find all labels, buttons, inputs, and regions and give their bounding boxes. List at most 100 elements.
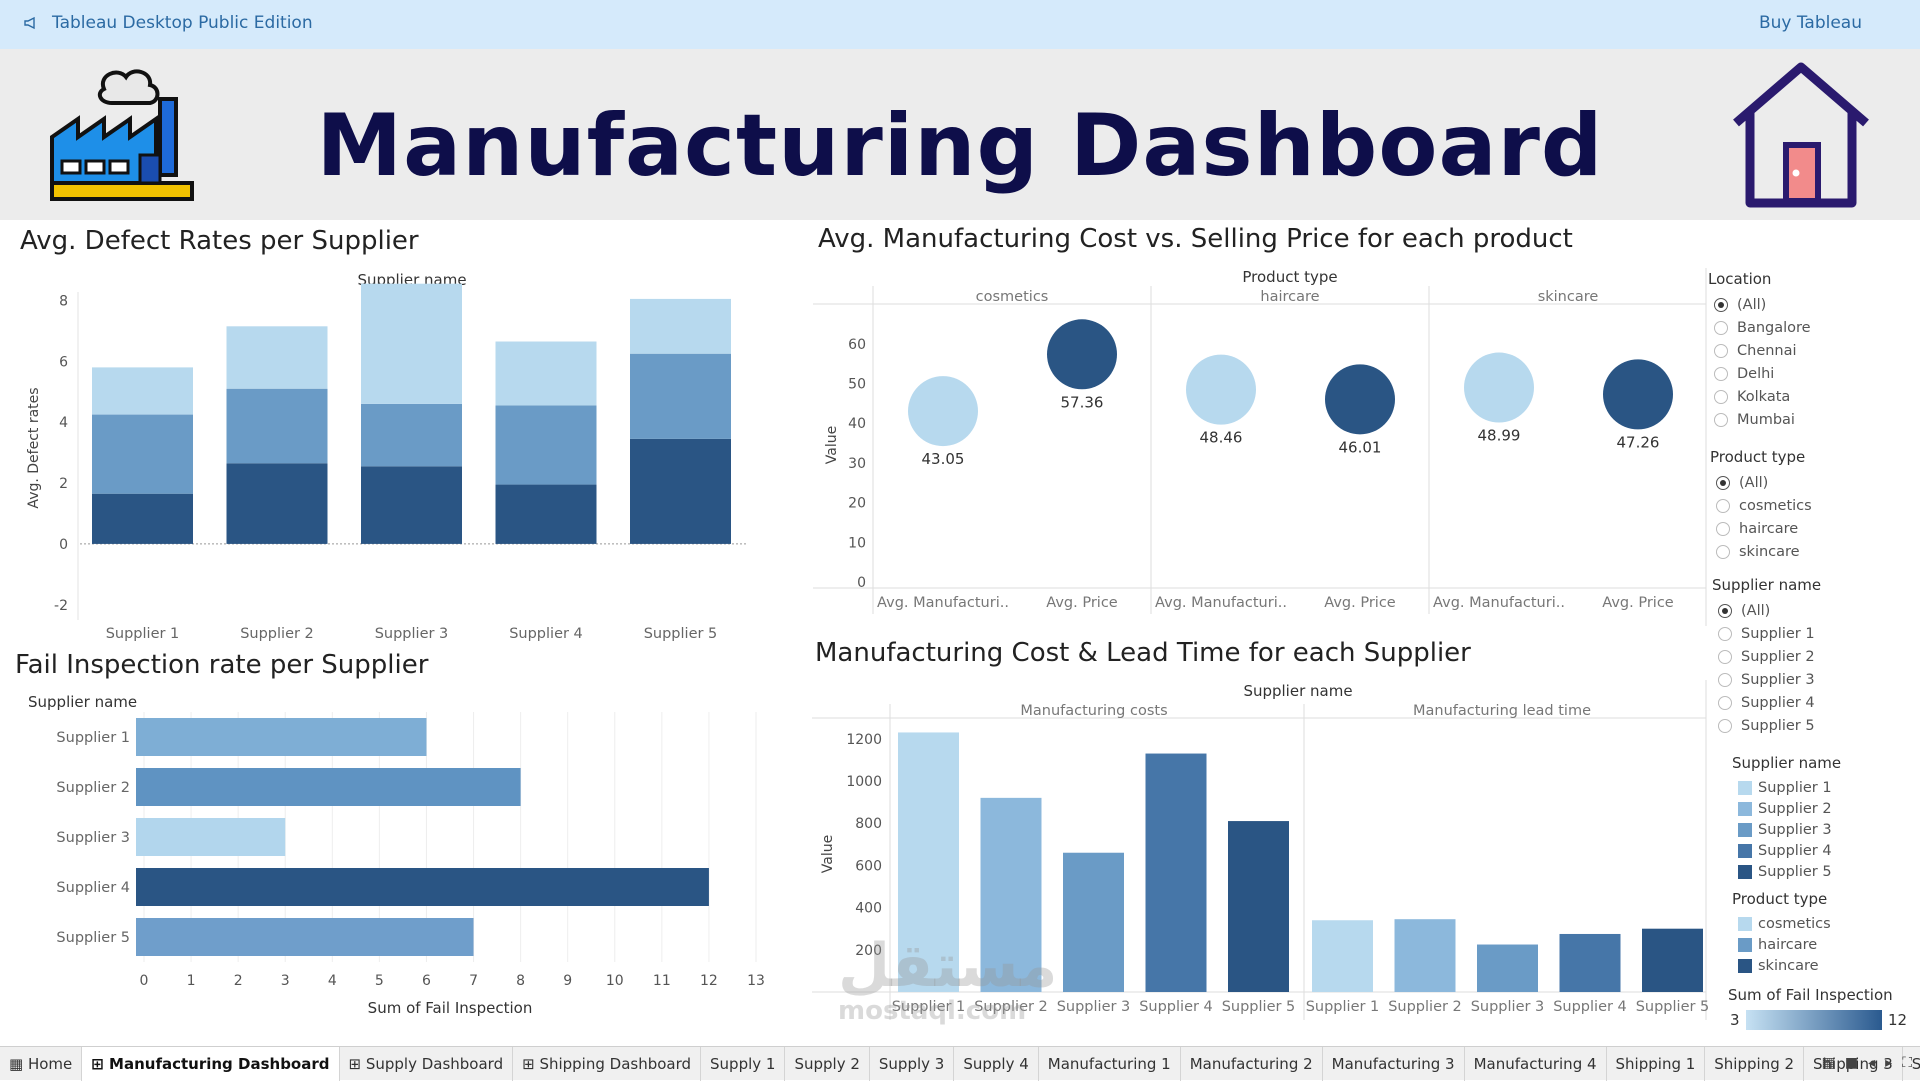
location-option[interactable]: Delhi xyxy=(1708,362,1918,385)
location-option[interactable]: (All) xyxy=(1708,293,1918,316)
fail-bar xyxy=(136,918,474,956)
tab-manufacturing-3[interactable]: Manufacturing 3 xyxy=(1323,1047,1465,1081)
lead-bar xyxy=(1228,821,1289,992)
tab-manufacturing-4[interactable]: Manufacturing 4 xyxy=(1465,1047,1607,1081)
defect-bar-segment xyxy=(630,298,731,354)
radio-button[interactable] xyxy=(1716,544,1730,559)
cost-data-label: 48.46 xyxy=(1200,429,1243,447)
tab-supply-2[interactable]: Supply 2 xyxy=(785,1047,870,1081)
tab-shipping-1[interactable]: Shipping 1 xyxy=(1607,1047,1706,1081)
tab-shipping-2[interactable]: Shipping 2 xyxy=(1705,1047,1805,1081)
fail-bar xyxy=(136,818,286,856)
cost-header: Product type xyxy=(1242,268,1337,286)
next-icon[interactable]: ▸ xyxy=(1885,1055,1893,1071)
product-legend-item[interactable]: haircare xyxy=(1732,934,1920,955)
cost-ytick: 20 xyxy=(848,496,866,512)
tab-manufacturing-1[interactable]: Manufacturing 1 xyxy=(1039,1047,1181,1081)
supplier-legend-label: Supplier 4 xyxy=(1758,842,1832,859)
location-option[interactable]: Chennai xyxy=(1708,339,1918,362)
radio-button[interactable] xyxy=(1718,672,1732,687)
grid-view-icon[interactable]: ▦ xyxy=(1821,1055,1835,1071)
radio-button[interactable] xyxy=(1714,366,1728,381)
supplier-option[interactable]: Supplier 2 xyxy=(1712,645,1920,668)
fail-xtick: 0 xyxy=(140,973,149,989)
radio-button[interactable] xyxy=(1714,343,1728,358)
tab-supply-dashboard[interactable]: ⊞ Supply Dashboard xyxy=(340,1047,514,1081)
tab-manufacturing-dashboard[interactable]: ⊞ Manufacturing Dashboard xyxy=(82,1047,340,1081)
location-option[interactable]: Kolkata xyxy=(1708,385,1918,408)
sheet-tabs: ▦ Home ⊞ Manufacturing Dashboard ⊞ Supply … xyxy=(0,1046,1920,1081)
radio-button[interactable] xyxy=(1714,412,1728,427)
product-option[interactable]: haircare xyxy=(1710,517,1920,540)
supplier-legend-item[interactable]: Supplier 3 xyxy=(1732,819,1920,840)
radio-button[interactable] xyxy=(1714,320,1728,335)
product-legend-item[interactable]: cosmetics xyxy=(1732,913,1920,934)
product-option[interactable]: (All) xyxy=(1710,471,1920,494)
product-legend-label: skincare xyxy=(1758,957,1819,974)
product-legend-item[interactable]: skincare xyxy=(1732,955,1920,976)
supplier-option[interactable]: (All) xyxy=(1712,599,1920,622)
lead-header: Supplier name xyxy=(1243,682,1352,700)
radio-button[interactable] xyxy=(1714,297,1728,312)
supplier-option[interactable]: Supplier 1 xyxy=(1712,622,1920,645)
lead-xtick: Supplier 5 xyxy=(1636,999,1710,1015)
supplier-legend-item[interactable]: Supplier 5 xyxy=(1732,861,1920,882)
filmstrip-icon[interactable]: ■ xyxy=(1844,1055,1859,1071)
supplier-option[interactable]: Supplier 5 xyxy=(1712,714,1920,737)
fail-ytick: Supplier 1 xyxy=(56,730,130,746)
fail-xtick: 1 xyxy=(187,973,196,989)
supplier-option-label: Supplier 4 xyxy=(1741,694,1815,711)
supplier-option-label: Supplier 5 xyxy=(1741,717,1815,734)
supplier-legend-item[interactable]: Supplier 1 xyxy=(1732,777,1920,798)
defect-xtick: Supplier 1 xyxy=(106,626,180,642)
radio-button[interactable] xyxy=(1718,603,1732,618)
supplier-option[interactable]: Supplier 4 xyxy=(1712,691,1920,714)
lead-bar xyxy=(1063,852,1124,992)
tab-manufacturing-2[interactable]: Manufacturing 2 xyxy=(1181,1047,1323,1081)
tab-home[interactable]: ▦ Home xyxy=(0,1047,83,1081)
fail-xtick: 12 xyxy=(700,973,718,989)
tab-supply-1[interactable]: Supply 1 xyxy=(701,1047,786,1081)
color-swatch xyxy=(1738,916,1752,931)
app-name: Tableau Desktop Public Edition xyxy=(52,13,313,33)
radio-button[interactable] xyxy=(1716,498,1730,513)
supplier-option[interactable]: Supplier 3 xyxy=(1712,668,1920,691)
cost-data-label: 57.36 xyxy=(1061,393,1104,411)
radio-button[interactable] xyxy=(1716,475,1730,490)
buy-tableau-link[interactable]: Buy Tableau xyxy=(1758,13,1862,33)
supplier-legend-item[interactable]: Supplier 2 xyxy=(1732,798,1920,819)
tab-supply-3[interactable]: Supply 3 xyxy=(870,1047,955,1081)
lead-bar xyxy=(1312,920,1373,992)
fail-ytick: Supplier 4 xyxy=(56,880,130,896)
tab-shipping-dashboard[interactable]: ⊞ Shipping Dashboard xyxy=(513,1047,702,1081)
legend-fail-gradient xyxy=(1746,1010,1882,1030)
location-option[interactable]: Mumbai xyxy=(1708,408,1918,431)
dashboard-title: Manufacturing Dashboard xyxy=(316,96,1604,196)
legend-product: Product type cosmetics haircare skincare xyxy=(1732,890,1920,976)
lead-ytick: 800 xyxy=(855,816,882,832)
radio-button[interactable] xyxy=(1714,389,1728,404)
prev-icon[interactable]: ◂ xyxy=(1868,1055,1876,1071)
product-option[interactable]: skincare xyxy=(1710,540,1920,563)
color-swatch xyxy=(1738,937,1752,952)
tab-supply-4[interactable]: Supply 4 xyxy=(954,1047,1039,1081)
product-option[interactable]: cosmetics xyxy=(1710,494,1920,517)
supplier-legend-item[interactable]: Supplier 4 xyxy=(1732,840,1920,861)
radio-button[interactable] xyxy=(1718,695,1732,710)
location-option[interactable]: Bangalore xyxy=(1708,316,1918,339)
home-icon[interactable] xyxy=(1726,61,1876,211)
location-option-label: (All) xyxy=(1737,296,1767,313)
defect-xtick: Supplier 2 xyxy=(240,626,314,642)
tab-shipping-3[interactable]: Shipping 3 xyxy=(1804,1047,1903,1081)
fullscreen-icon[interactable]: ⛶ xyxy=(1902,1055,1912,1071)
tab-s[interactable]: S xyxy=(1903,1047,1920,1081)
defect-bar-segment xyxy=(495,341,597,406)
radio-button[interactable] xyxy=(1718,718,1732,733)
sheet-title-cost-price: Avg. Manufacturing Cost vs. Selling Pric… xyxy=(818,224,1573,254)
legend-fail: Sum of Fail Inspection xyxy=(1728,986,1920,1009)
cost-xtick: Avg. Manufacturi.. xyxy=(877,595,1009,611)
radio-button[interactable] xyxy=(1718,649,1732,664)
radio-button[interactable] xyxy=(1716,521,1730,536)
fail-bar xyxy=(136,868,709,906)
radio-button[interactable] xyxy=(1718,626,1732,641)
